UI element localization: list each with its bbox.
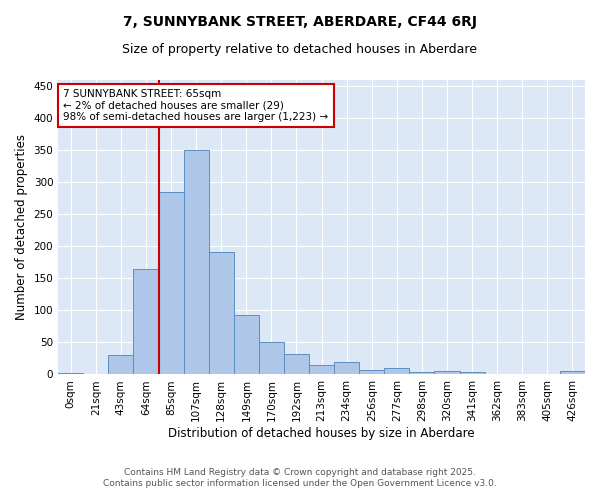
Bar <box>133 269 158 374</box>
Bar <box>309 366 334 374</box>
Bar <box>259 342 284 374</box>
Text: 7 SUNNYBANK STREET: 65sqm
← 2% of detached houses are smaller (29)
98% of semi-d: 7 SUNNYBANK STREET: 65sqm ← 2% of detach… <box>64 89 329 122</box>
Bar <box>409 372 434 374</box>
Bar <box>434 372 460 374</box>
Text: Contains HM Land Registry data © Crown copyright and database right 2025.
Contai: Contains HM Land Registry data © Crown c… <box>103 468 497 487</box>
Text: 7, SUNNYBANK STREET, ABERDARE, CF44 6RJ: 7, SUNNYBANK STREET, ABERDARE, CF44 6RJ <box>123 15 477 29</box>
Text: Size of property relative to detached houses in Aberdare: Size of property relative to detached ho… <box>122 42 478 56</box>
X-axis label: Distribution of detached houses by size in Aberdare: Distribution of detached houses by size … <box>168 427 475 440</box>
Bar <box>184 150 209 374</box>
Bar <box>234 315 259 374</box>
Y-axis label: Number of detached properties: Number of detached properties <box>15 134 28 320</box>
Bar <box>209 252 234 374</box>
Bar <box>334 362 359 374</box>
Bar <box>109 356 133 374</box>
Bar <box>460 372 485 374</box>
Bar <box>385 368 409 374</box>
Bar <box>560 372 585 374</box>
Bar <box>359 370 385 374</box>
Bar <box>58 373 83 374</box>
Bar <box>284 354 309 374</box>
Bar <box>158 192 184 374</box>
